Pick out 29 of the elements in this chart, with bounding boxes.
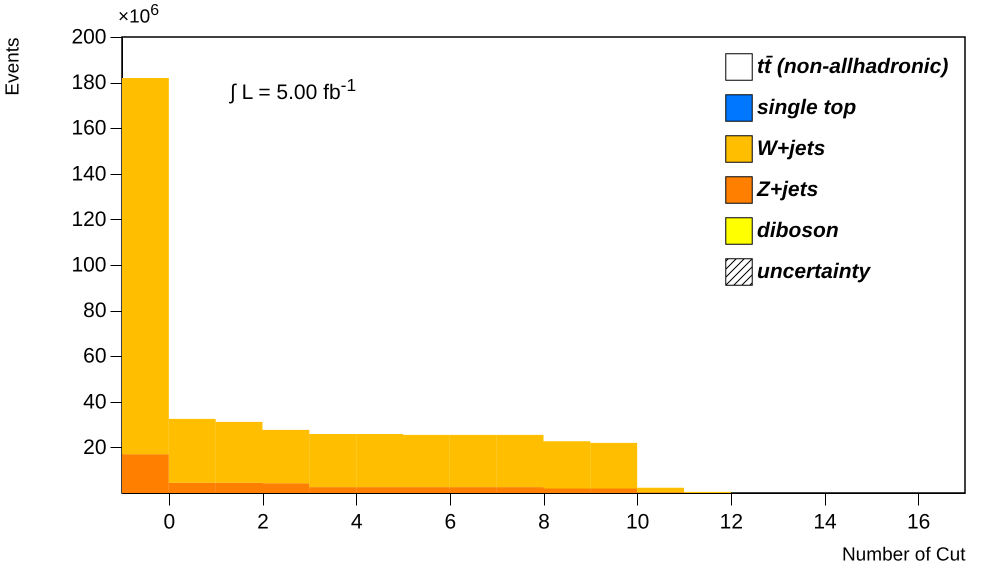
- x-tick-label: 16: [906, 510, 930, 534]
- text: ×10$^{6}$: [118, 2, 160, 28]
- annotation: ∫ L = 5.00 fb$^{-1}$: [230, 75, 356, 105]
- x-axis-title: Number of Cut: [842, 544, 966, 566]
- y-tick-label: 200: [71, 26, 106, 48]
- y-tick-label: 140: [71, 162, 106, 186]
- x-tick-label: 14: [813, 510, 837, 534]
- legend-label: Z+jets: [756, 178, 818, 201]
- y-tick-label: 100: [71, 254, 106, 276]
- x-tick-label: 2: [257, 510, 269, 534]
- y-tick-label: 80: [83, 299, 106, 322]
- x-tick-label: 8: [538, 510, 550, 534]
- x-tick-label: 10: [626, 510, 650, 534]
- x-tick-label: 6: [444, 510, 456, 534]
- y-tick-label: 40: [83, 390, 106, 414]
- y-tick-label: 60: [83, 344, 106, 368]
- y-tick-label: 20: [83, 436, 106, 459]
- x-tick-label: 4: [350, 510, 363, 534]
- x-tick-label: 0: [163, 510, 176, 534]
- y-tick-label: 180: [71, 71, 106, 94]
- legend-label: W+jets: [757, 137, 826, 160]
- legend-label: single top: [757, 96, 856, 119]
- legend-label: diboson: [757, 219, 839, 242]
- y-axis-title: Events: [2, 38, 24, 96]
- y-tick-label: 120: [71, 208, 106, 231]
- y-tick-label: 160: [71, 116, 106, 140]
- legend-label: uncertainty: [757, 260, 872, 283]
- legend-label: tt̄ (non-allhadronic): [757, 55, 948, 78]
- x-tick-label: 12: [720, 510, 744, 534]
